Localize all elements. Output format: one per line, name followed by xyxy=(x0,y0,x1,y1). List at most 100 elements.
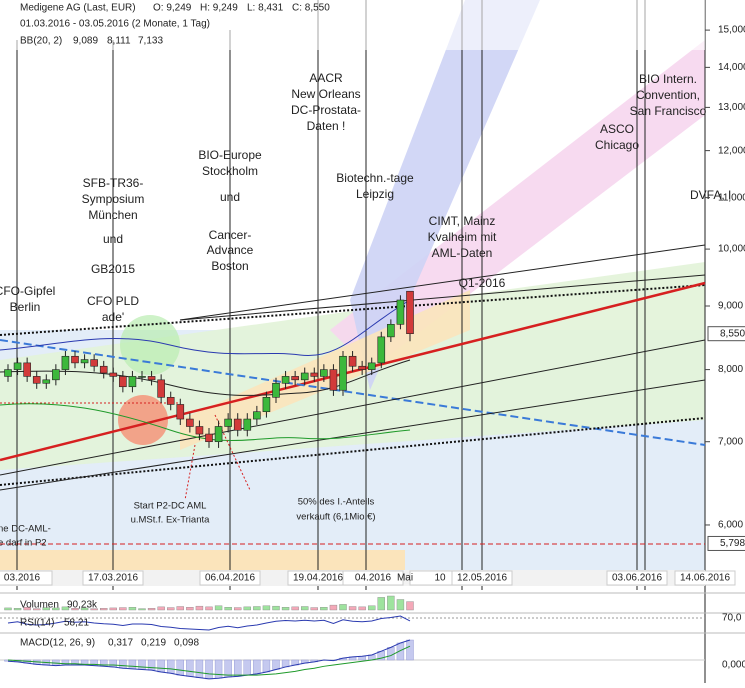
volume-bar xyxy=(301,606,309,611)
macd-bar xyxy=(157,659,165,673)
annotation: ASCO xyxy=(600,122,634,136)
volume-bar xyxy=(176,606,184,611)
macd-value: 0,098 xyxy=(174,638,199,649)
title: Medigene AG (Last, EUR) xyxy=(20,3,136,14)
volume-bar xyxy=(167,607,175,611)
volume-bar xyxy=(358,606,366,611)
macd-bar xyxy=(167,659,175,674)
candle-body xyxy=(32,376,41,384)
date-range: 01.03.2016 - 03.05.2016 (2 Monate, 1 Tag… xyxy=(20,19,210,30)
volume-value: 90,23k xyxy=(67,600,98,611)
annotation: ne DC-AML- xyxy=(0,524,51,535)
volume-bar xyxy=(13,608,22,611)
macd-bar xyxy=(147,659,156,671)
x-label-box xyxy=(451,570,513,586)
volume-bar xyxy=(128,607,137,611)
ohlc: O: 9,249 xyxy=(153,3,192,14)
ohlc: C: 8,550 xyxy=(292,3,330,14)
x-tick-label: 14.06.2016 xyxy=(680,573,730,584)
annotation: GB2015 xyxy=(91,262,135,276)
annotation: BIO Intern. xyxy=(639,72,697,86)
trend-line xyxy=(0,284,706,336)
x-tick-label: 10 xyxy=(434,573,446,584)
bb-name: BB(20, 2) xyxy=(20,36,62,47)
candle-body xyxy=(186,418,194,427)
candle-body xyxy=(272,382,280,398)
macd-line xyxy=(7,639,411,680)
candle-body xyxy=(224,418,232,427)
price-marker xyxy=(707,535,745,551)
annotation: DVFA, I xyxy=(690,188,731,202)
macd-bar xyxy=(186,659,194,677)
volume-bar xyxy=(157,606,165,611)
annotation: Cancer- xyxy=(209,228,252,242)
volume-bar xyxy=(4,607,12,611)
y-tick-label: 7,000 xyxy=(718,436,743,447)
macd-bar xyxy=(406,639,414,661)
volume-bar xyxy=(80,607,89,611)
y-tick-label: 12,000 xyxy=(718,145,745,156)
y-tick-label: 11,000 xyxy=(718,192,745,203)
trend-line xyxy=(179,244,706,321)
x-tick-label: 04.2016 xyxy=(355,573,392,584)
macd-bar xyxy=(272,659,280,670)
macd-tick-label: 0,000 xyxy=(722,660,745,671)
signal-line xyxy=(7,645,411,676)
volume-bar xyxy=(214,605,223,611)
x-label-box xyxy=(606,570,668,586)
candle-body xyxy=(300,372,309,381)
candle-body xyxy=(61,355,70,370)
candle-body xyxy=(52,369,60,381)
y-tick-label: 10,000 xyxy=(718,244,745,255)
candle-body xyxy=(262,397,271,413)
volume-bar xyxy=(100,608,108,611)
vertical-lines xyxy=(16,0,706,683)
volume-bar xyxy=(368,605,376,611)
candle-body xyxy=(253,411,261,420)
volume-bar xyxy=(138,608,146,611)
background-shapes xyxy=(0,0,705,570)
volume-bar xyxy=(61,606,70,611)
annotation: und xyxy=(220,190,240,204)
candle-body xyxy=(243,418,252,431)
annotation: SFB-TR36- xyxy=(83,176,144,190)
annotation: verkauft (6,1Mio.€) xyxy=(296,512,375,523)
candle-body xyxy=(205,433,213,443)
x-tick-label: 12.05.2016 xyxy=(457,573,507,584)
bb-value: 8,111 xyxy=(107,36,131,47)
volume-bar xyxy=(291,606,299,611)
volume-bar xyxy=(243,606,251,611)
x-tick-label: 06.04.2016 xyxy=(205,573,255,584)
candle-body xyxy=(377,336,386,364)
annotation: Symposium xyxy=(82,192,145,206)
macd-value: 0,219 xyxy=(141,638,166,649)
y-tick-label: 15,000 xyxy=(718,25,745,36)
annotation: Convention, xyxy=(636,88,700,102)
bb-value: 9,089 xyxy=(73,36,98,47)
trend-line xyxy=(0,379,706,491)
pink-channel xyxy=(330,40,705,370)
bb-value: 7,133 xyxy=(138,36,163,47)
annotation: CFO-Gipfel xyxy=(0,284,55,298)
volume-bar xyxy=(310,607,318,611)
candle-body xyxy=(119,376,127,388)
macd-bar xyxy=(387,647,395,661)
macd-bar xyxy=(61,659,70,666)
annotation: Chicago xyxy=(595,138,639,152)
volume-bar xyxy=(42,607,50,611)
candle-body xyxy=(310,372,319,377)
annotation: 50% des I.-Anteils xyxy=(298,497,375,508)
candle-body xyxy=(147,376,156,381)
trend-line xyxy=(0,339,706,446)
macd-value: 0,317 xyxy=(108,638,133,649)
price-label: 8,550 xyxy=(720,328,745,339)
rsi-tick-label: 70,0 xyxy=(722,613,742,624)
ohlc: H: 9,249 xyxy=(200,3,238,14)
x-label-box xyxy=(674,570,736,586)
volume-bar xyxy=(387,595,395,611)
volume-bar xyxy=(406,601,414,611)
volume-bar xyxy=(147,608,156,611)
volume-bar xyxy=(23,607,31,611)
macd-bar xyxy=(195,659,204,678)
